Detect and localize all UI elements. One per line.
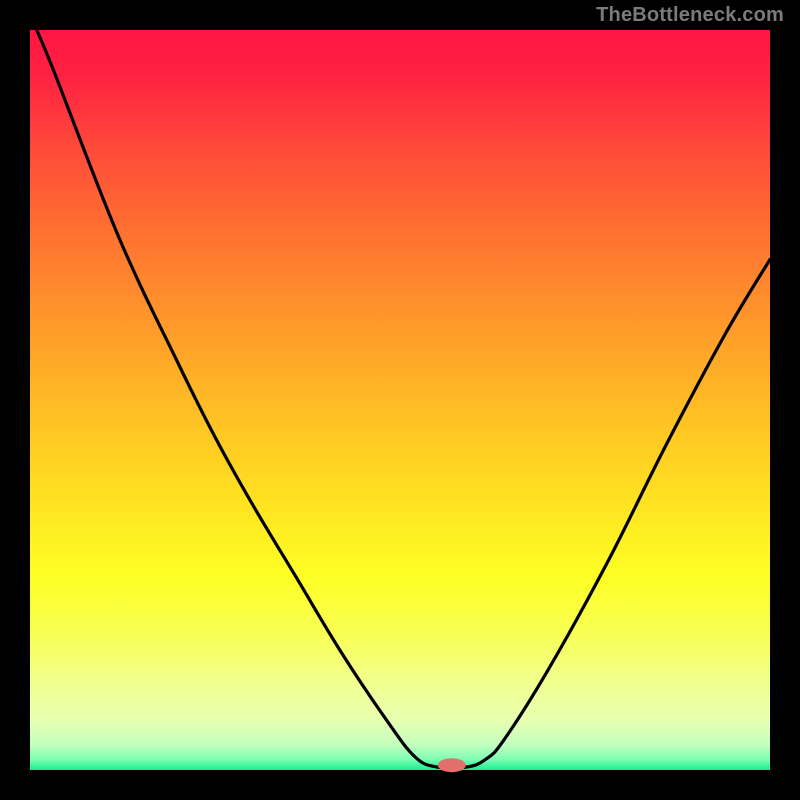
watermark-text: TheBottleneck.com (596, 4, 784, 27)
optimal-marker (438, 758, 466, 772)
bottleneck-chart (0, 0, 800, 800)
plot-background (30, 30, 770, 770)
